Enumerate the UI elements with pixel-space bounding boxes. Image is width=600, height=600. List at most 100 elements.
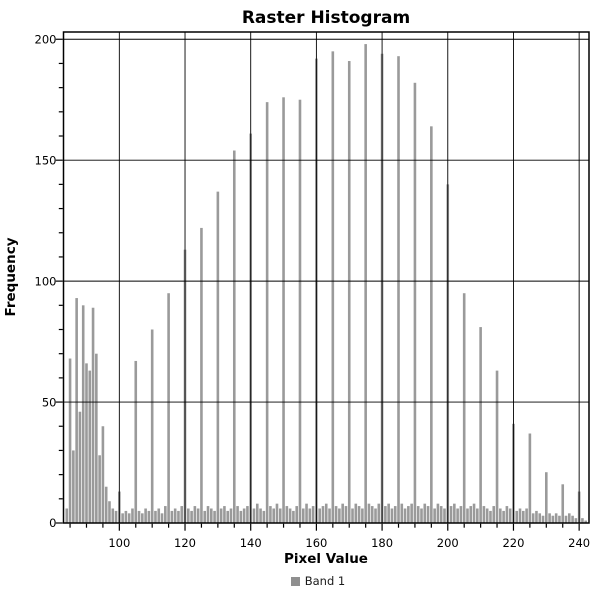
axis-ticks (55, 38, 580, 531)
histogram-bar (535, 510, 538, 523)
histogram-bar (216, 191, 220, 523)
x-tick-label: 100 (108, 536, 130, 550)
x-tick-label: 140 (240, 536, 262, 550)
histogram-bar (275, 503, 279, 523)
histogram-bar (88, 370, 92, 523)
histogram-bar (301, 508, 305, 523)
legend-swatch (290, 576, 300, 586)
x-tick-label: 220 (502, 536, 524, 550)
histogram-bar (397, 56, 400, 523)
histogram-bar (81, 305, 85, 523)
histogram-bar (426, 506, 430, 523)
histogram-bar (180, 506, 184, 523)
histogram-bar (538, 513, 542, 523)
histogram-bar (472, 503, 476, 523)
histogram-bar (453, 503, 456, 523)
histogram-bar (462, 293, 466, 523)
histogram-bar (581, 518, 584, 523)
histogram-bar (121, 513, 124, 523)
histogram-bar (413, 82, 417, 523)
histogram-bar (170, 510, 174, 523)
histogram-bar (466, 508, 469, 523)
histogram-bar (351, 508, 354, 523)
histogram-bar (357, 506, 361, 523)
histogram-bar (210, 508, 213, 523)
histogram-bar (98, 455, 101, 523)
histogram-bar (308, 508, 312, 523)
histogram-bar (492, 506, 496, 523)
histogram-bar (420, 508, 423, 523)
histogram-bar (485, 508, 489, 523)
histogram-bar (499, 508, 502, 523)
histogram-bar (430, 126, 433, 523)
histogram-bar (65, 508, 69, 523)
histogram-bar (505, 506, 509, 523)
histogram-bar (246, 506, 249, 523)
histogram-bar (374, 508, 377, 523)
histogram-bar (443, 508, 446, 523)
histogram-bar (206, 506, 210, 523)
y-tick-label: 200 (35, 32, 57, 46)
histogram-bar (173, 508, 177, 523)
histogram-bar (571, 515, 574, 523)
histogram-bar (584, 520, 588, 523)
histogram-bar (558, 515, 561, 523)
histogram-bar (324, 503, 328, 523)
histogram-bar (187, 508, 190, 523)
histogram-bar (259, 508, 262, 523)
histogram-bar (78, 411, 82, 523)
histogram-bar (150, 329, 154, 523)
histogram-bar (554, 513, 558, 523)
histogram-bar (479, 327, 482, 523)
histogram-bar (456, 508, 459, 523)
histogram-bar (393, 506, 397, 523)
histogram-bar (439, 506, 443, 523)
x-tick-label: 160 (305, 536, 327, 550)
y-tick-label: 50 (42, 395, 57, 409)
y-tick-label: 0 (49, 516, 56, 530)
histogram-bar (305, 503, 308, 523)
histogram-bar (75, 298, 78, 523)
x-tick-label: 120 (174, 536, 196, 550)
histogram-bar (564, 515, 568, 523)
histogram-bar (160, 513, 164, 523)
histogram-bar (223, 506, 226, 523)
histogram-bar (141, 513, 144, 523)
histogram-bar (364, 44, 367, 524)
histogram-bar (502, 510, 505, 523)
histogram-bar (567, 513, 571, 523)
histogram-bar (127, 513, 131, 523)
histogram-bar (154, 510, 157, 523)
histogram-bar (288, 508, 292, 523)
histogram-bar (551, 515, 555, 523)
histogram-bar (334, 506, 338, 523)
histogram-bar (232, 150, 236, 523)
histogram-bar (331, 51, 335, 523)
plot-border (62, 31, 590, 524)
histogram-bar (495, 370, 499, 523)
histogram-bar (72, 450, 75, 523)
histogram-bar (449, 506, 453, 523)
histogram-bar (384, 506, 387, 523)
histogram-bar (101, 426, 105, 523)
histogram-bar (95, 353, 98, 523)
legend-label: Band 1 (304, 574, 346, 588)
x-tick-label: 240 (568, 536, 590, 550)
histogram-bar (262, 510, 266, 523)
histogram-bar (236, 506, 239, 523)
y-tick-label: 100 (35, 274, 57, 288)
histogram-bar (318, 508, 321, 523)
histogram-bar (157, 508, 161, 523)
histogram-bar (400, 503, 404, 523)
histogram-bar (390, 508, 394, 523)
histogram-bar (252, 508, 256, 523)
tick-labels: 100 120 140 160 180 200 220 240 0 50 100 150 200 (35, 32, 591, 550)
histogram-bar (367, 503, 371, 523)
histogram-bar (328, 508, 331, 523)
histogram-bar (131, 508, 134, 523)
histogram-bar (200, 227, 203, 524)
histogram-bar (482, 506, 486, 523)
histogram-bar (561, 484, 565, 523)
